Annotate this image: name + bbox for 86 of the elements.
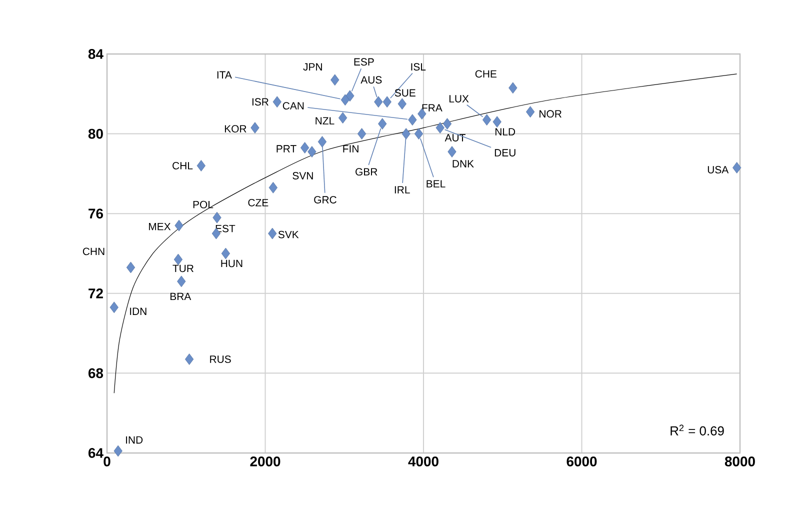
point (357, 128, 366, 140)
annotation: BEL (426, 180, 446, 188)
point (482, 114, 492, 126)
annotation: DEU (494, 149, 516, 156)
point (126, 262, 136, 274)
annotation: IRL (394, 186, 410, 194)
point (382, 96, 392, 108)
annotation: CHE (475, 70, 496, 78)
point (272, 96, 282, 108)
x-tick-label: 4000 (408, 456, 438, 466)
point (196, 160, 206, 172)
annotation: NOR (540, 110, 562, 118)
point (300, 142, 310, 154)
y-tick-label: 80 (88, 128, 103, 139)
annotation: SUE (394, 89, 416, 97)
y-tick-label: 76 (88, 208, 103, 219)
annotation: LUX (449, 95, 469, 102)
point (338, 112, 348, 124)
annotation: IND (126, 436, 143, 444)
annotation: MEX (149, 222, 171, 230)
annotation: JPN (303, 63, 322, 71)
point (526, 106, 535, 118)
annotation: RUS (210, 356, 231, 363)
point (508, 82, 518, 94)
annotation: CAN (282, 102, 304, 110)
point (414, 128, 424, 140)
annotation: ISR (252, 98, 268, 106)
point (378, 118, 387, 130)
x-tick-label: 0 (104, 456, 110, 466)
y-tick-label: 68 (88, 368, 104, 378)
point (308, 146, 316, 158)
point (268, 228, 277, 240)
point (318, 136, 327, 148)
annotation: IDN (130, 308, 146, 315)
annotation: CHL (172, 162, 193, 170)
annotation: BRA (170, 292, 192, 300)
x-tick-label: 6000 (566, 456, 597, 466)
point (442, 118, 452, 130)
annotation: TUR (172, 264, 194, 272)
annotation: NZL (316, 117, 334, 124)
point (402, 128, 410, 140)
point (221, 248, 230, 260)
point (184, 354, 194, 365)
point (250, 122, 260, 134)
point (330, 74, 340, 86)
annotation: ESP (354, 58, 374, 66)
annotation: FRA (422, 104, 442, 112)
annotation: POL (193, 200, 214, 208)
point (268, 182, 278, 194)
x-tick-label: 2000 (250, 456, 280, 466)
annotation: GBR (356, 168, 378, 176)
point (174, 254, 183, 266)
annotation: PRT (276, 145, 296, 152)
annotation: R$^{2}$ = 0.69 (670, 424, 724, 436)
annotation: ISL (411, 63, 426, 71)
point (177, 276, 186, 288)
y-tick-label: 84 (88, 49, 104, 59)
annotation: AUS (360, 76, 382, 84)
annotation: ITA (217, 71, 232, 78)
annotation: SVN (292, 172, 313, 180)
point (436, 122, 444, 134)
annotation: CZE (248, 198, 268, 206)
point (492, 116, 502, 128)
x-tick-label: 8000 (724, 456, 755, 466)
point (340, 94, 350, 106)
point (114, 445, 122, 457)
y-tick-label: 72 (88, 288, 103, 298)
point (110, 302, 118, 314)
annotation: HUN (221, 260, 242, 268)
y-tick-label: 64 (88, 448, 104, 458)
point (212, 212, 222, 224)
point (374, 96, 383, 108)
annotation: GRC (314, 196, 336, 204)
point (174, 220, 184, 232)
annotation: USA (708, 166, 729, 174)
annotation: CHN (82, 248, 104, 256)
annotation: SVK (278, 230, 299, 238)
point (448, 146, 456, 158)
annotation: FIN (343, 145, 358, 152)
point (408, 114, 417, 126)
annotation: DNK (452, 160, 474, 168)
annotation: NLD (495, 128, 516, 136)
annotation: KOR (224, 125, 246, 133)
point (398, 98, 406, 110)
annotation: AUT (444, 134, 466, 142)
point (732, 162, 742, 174)
